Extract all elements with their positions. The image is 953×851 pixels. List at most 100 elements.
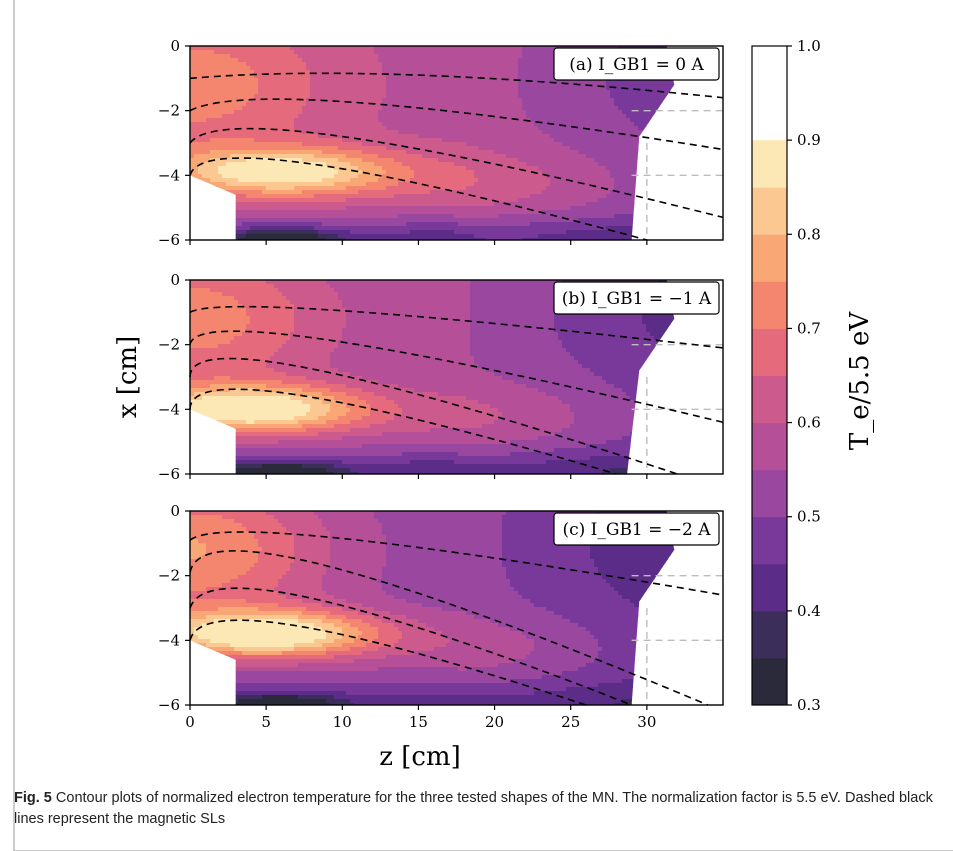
contour-cell — [362, 162, 367, 167]
contour-cell — [190, 170, 195, 175]
contour-cell — [442, 222, 447, 227]
contour-cell — [330, 202, 335, 207]
contour-cell — [410, 226, 415, 231]
contour-cell — [358, 86, 363, 91]
contour-cell — [450, 58, 455, 63]
contour-cell — [482, 190, 487, 195]
contour-cell — [294, 110, 299, 115]
contour-cell — [550, 174, 555, 179]
contour-cell — [238, 62, 243, 67]
contour-cell — [418, 238, 423, 240]
contour-cell — [402, 218, 407, 223]
contour-cell — [342, 162, 347, 167]
contour-cell — [518, 106, 523, 111]
contour-cell — [362, 122, 367, 127]
contour-cell — [342, 194, 347, 199]
contour-cell — [570, 194, 575, 199]
contour-cell — [270, 162, 275, 167]
contour-cell — [406, 234, 411, 239]
contour-cell — [490, 82, 495, 87]
contour-cell — [242, 66, 247, 71]
contour-cell — [546, 70, 551, 75]
contour-cell — [258, 194, 263, 199]
contour-cell — [198, 178, 203, 183]
contour-cell — [534, 98, 539, 103]
contour-cell — [546, 106, 551, 111]
contour-cell — [326, 122, 331, 127]
contour-cell — [514, 94, 519, 99]
contour-cell — [266, 106, 271, 111]
contour-cell — [582, 174, 587, 179]
contour-cell — [390, 138, 395, 143]
contour-cell — [558, 118, 563, 123]
contour-cell — [574, 234, 579, 239]
contour-cell — [190, 70, 195, 75]
contour-cell — [354, 58, 359, 63]
contour-cell — [278, 118, 283, 123]
contour-cell — [246, 230, 251, 235]
contour-cell — [318, 114, 323, 119]
contour-cell — [290, 174, 295, 179]
contour-cell — [450, 82, 455, 87]
contour-cell — [438, 214, 443, 219]
contour-cell — [302, 238, 307, 240]
contour-cell — [318, 178, 323, 183]
contour-cell — [318, 90, 323, 95]
contour-cell — [342, 154, 347, 159]
contour-cell — [194, 62, 199, 67]
contour-cell — [274, 174, 279, 179]
contour-cell — [478, 194, 483, 199]
contour-cell — [362, 138, 367, 143]
contour-cell — [326, 234, 331, 239]
contour-cell — [430, 82, 435, 87]
contour-cell — [494, 130, 499, 135]
contour-cell — [522, 138, 527, 143]
contour-cell — [350, 46, 355, 51]
contour-cell — [502, 62, 507, 67]
contour-cell — [206, 54, 211, 59]
contour-cell — [466, 142, 471, 147]
contour-cell — [250, 138, 255, 143]
contour-cell — [534, 190, 539, 195]
contour-cell — [270, 226, 275, 231]
contour-cell — [386, 170, 391, 175]
contour-cell — [386, 142, 391, 147]
contour-cell — [426, 198, 431, 203]
contour-cell — [534, 90, 539, 95]
contour-cell — [446, 126, 451, 131]
contour-cell — [194, 166, 199, 171]
contour-cell — [378, 74, 383, 79]
contour-cell — [206, 190, 211, 195]
contour-cell — [446, 190, 451, 195]
contour-cell — [202, 154, 207, 159]
contour-cell — [514, 74, 519, 79]
contour-cell — [218, 170, 223, 175]
contour-cell — [406, 134, 411, 139]
contour-cell — [494, 210, 499, 215]
contour-cell — [202, 226, 207, 231]
contour-cell — [594, 102, 599, 107]
contour-cell — [426, 82, 431, 87]
contour-cell — [242, 70, 247, 75]
contour-cell — [394, 174, 399, 179]
contour-cell — [578, 170, 583, 175]
contour-cell — [358, 218, 363, 223]
contour-cell — [198, 78, 203, 83]
contour-cell — [366, 70, 371, 75]
contour-cell — [314, 206, 319, 211]
contour-cell — [282, 62, 287, 67]
contour-cell — [262, 222, 267, 227]
contour-cell — [334, 82, 339, 87]
contour-cell — [586, 138, 591, 143]
contour-cell — [226, 78, 231, 83]
contour-cell — [530, 146, 535, 151]
contour-cell — [510, 190, 515, 195]
contour-cell — [258, 166, 263, 171]
contour-cell — [418, 202, 423, 207]
contour-cell — [250, 182, 255, 187]
contour-cell — [322, 170, 327, 175]
contour-cell — [258, 122, 263, 127]
contour-cell — [334, 70, 339, 75]
contour-cell — [214, 146, 219, 151]
contour-cell — [510, 90, 515, 95]
